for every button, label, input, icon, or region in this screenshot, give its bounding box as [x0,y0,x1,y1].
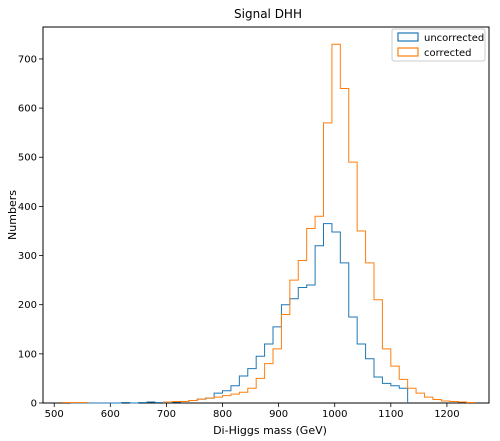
y-axis: 0 100 200 300 400 500 600 700 [18,54,43,410]
x-tick-label: 500 [45,409,64,420]
y-tick-label: 300 [18,251,37,262]
series-layer [62,43,476,404]
y-tick-label: 600 [18,104,37,115]
y-tick-label: 400 [18,202,37,213]
x-axis: 500 600 700 800 900 1000 1100 1200 [45,403,460,420]
series-corrected-step-line [62,43,476,404]
x-tick-label: 1100 [378,409,403,420]
legend-label-uncorrected: uncorrected [424,33,484,44]
x-axis-label: Di-Higgs mass (GeV) [213,424,327,437]
plot-area [42,26,490,404]
legend-swatch-uncorrected [397,32,419,42]
x-tick-label: 1200 [434,409,459,420]
x-tick-label: 600 [101,409,120,420]
legend-swatch-corrected [397,47,419,57]
legend-label-corrected: corrected [424,48,472,59]
chart-title: Signal DHH [234,7,302,21]
x-tick-label: 900 [269,409,288,420]
y-tick-label: 500 [18,153,37,164]
y-tick-label: 200 [18,300,37,311]
y-axis-label: Numbers [6,190,19,240]
legend: uncorrected corrected [391,28,486,62]
x-tick-label: 1000 [322,409,347,420]
legend-box [391,28,486,62]
y-tick-label: 0 [31,399,37,410]
x-tick-label: 700 [157,409,176,420]
series-uncorrected-step-line [62,223,409,404]
y-tick-label: 700 [18,54,37,65]
y-tick-label: 100 [18,349,37,360]
x-tick-label: 800 [213,409,232,420]
